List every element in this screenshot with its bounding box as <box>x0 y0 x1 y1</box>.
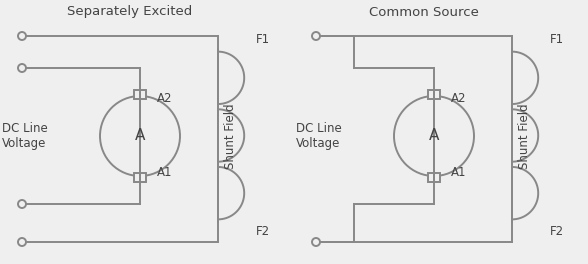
Circle shape <box>18 238 26 246</box>
Text: A1: A1 <box>157 166 172 178</box>
Text: A2: A2 <box>451 92 466 106</box>
Circle shape <box>18 200 26 208</box>
Text: F2: F2 <box>550 225 564 238</box>
Text: A1: A1 <box>451 166 466 178</box>
Circle shape <box>18 32 26 40</box>
Text: DC Line
Voltage: DC Line Voltage <box>296 122 342 150</box>
Text: A: A <box>429 129 439 144</box>
Text: A: A <box>135 129 145 144</box>
Bar <box>428 90 440 99</box>
Text: F1: F1 <box>550 33 564 46</box>
Text: Separately Excited: Separately Excited <box>68 6 193 18</box>
Circle shape <box>312 32 320 40</box>
Text: A2: A2 <box>157 92 172 106</box>
Text: F2: F2 <box>256 225 270 238</box>
Circle shape <box>312 238 320 246</box>
Bar <box>428 173 440 182</box>
Bar <box>134 90 146 99</box>
Text: F1: F1 <box>256 33 270 46</box>
Text: Common Source: Common Source <box>369 6 479 18</box>
Circle shape <box>18 64 26 72</box>
Bar <box>134 173 146 182</box>
Text: DC Line
Voltage: DC Line Voltage <box>2 122 48 150</box>
Text: Shunt Field: Shunt Field <box>517 103 530 169</box>
Text: Shunt Field: Shunt Field <box>223 103 236 169</box>
